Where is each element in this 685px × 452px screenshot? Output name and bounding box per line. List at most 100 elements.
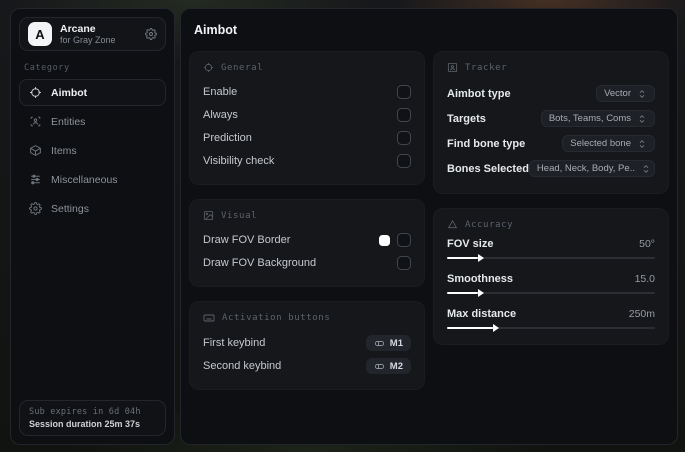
setting-row: Draw FOV Border: [203, 229, 411, 251]
slider-group: Smoothness 15.0: [447, 273, 655, 297]
chevrons-up-down-icon: [637, 89, 647, 99]
setting-row: Second keybind M2: [203, 355, 411, 377]
general-card-header: General: [203, 62, 411, 73]
targets-dropdown[interactable]: Bots, Teams, Coms: [540, 110, 655, 127]
activation-card: Activation buttons First keybind M1 Seco…: [189, 301, 425, 390]
setting-label: Second keybind: [203, 360, 282, 372]
section-title: Visual: [221, 210, 258, 221]
brand-card: A Arcane for Gray Zone: [19, 17, 166, 51]
brand-subtitle: for Gray Zone: [60, 34, 116, 45]
accuracy-card: Accuracy FOV size 50°: [433, 208, 669, 345]
content-columns: General Enable Always Prediction: [189, 51, 669, 390]
dropdown-value: Selected bone: [570, 138, 631, 149]
setting-label: Draw FOV Background: [203, 257, 317, 269]
triangle-icon: [447, 219, 458, 230]
slider-value: 250m: [628, 308, 655, 320]
first-keybind-button[interactable]: M1: [365, 335, 411, 351]
fov-size-slider[interactable]: [447, 254, 655, 262]
second-keybind-button[interactable]: M2: [365, 358, 411, 374]
sidebar: A Arcane for Gray Zone Category Aimbot: [10, 8, 175, 445]
visual-card: Visual Draw FOV Border Draw FOV Backgrou…: [189, 199, 425, 287]
setting-label: Always: [203, 109, 238, 121]
slider-fill: [447, 289, 485, 297]
slider-track: [447, 257, 655, 259]
sliders-icon: [29, 173, 42, 186]
general-card: General Enable Always Prediction: [189, 51, 425, 185]
brand-text: Arcane for Gray Zone: [60, 23, 137, 45]
setting-label: Visibility check: [203, 155, 275, 167]
section-title: Activation buttons: [222, 313, 331, 323]
setting-label: Find bone type: [447, 137, 526, 150]
sidebar-item-miscellaneous[interactable]: Miscellaneous: [19, 166, 166, 193]
find-bone-type-dropdown[interactable]: Selected bone: [562, 135, 655, 152]
mouse-icon: [374, 361, 385, 372]
slider-group: Max distance 250m: [447, 308, 655, 332]
slider-header: Max distance 250m: [447, 308, 655, 320]
fov-border-color-swatch[interactable]: [379, 234, 390, 246]
dropdown-value: Head, Neck, Body, Pe..: [536, 163, 635, 174]
crosshair-icon: [29, 86, 42, 99]
chevrons-up-down-icon: [637, 139, 647, 149]
sidebar-item-items[interactable]: Items: [19, 137, 166, 164]
setting-row: First keybind M1: [203, 332, 411, 354]
right-column: Tracker Aimbot type Vector Targets: [433, 51, 669, 345]
setting-row: Visibility check: [203, 150, 411, 172]
setting-label: Prediction: [203, 132, 252, 144]
slider-fill: [447, 254, 485, 262]
sidebar-item-label: Settings: [51, 202, 89, 215]
session-duration-text: Session duration 25m 37s: [29, 419, 141, 429]
bones-selected-dropdown[interactable]: Head, Neck, Body, Pe..: [528, 160, 655, 177]
setting-label: Bones Selected: [447, 162, 529, 175]
subscription-info: Sub expires in 6d 04h Session duration 2…: [19, 400, 166, 436]
main-panel: Aimbot General Enable Alw: [180, 8, 678, 445]
max-distance-slider[interactable]: [447, 324, 655, 332]
section-title: Accuracy: [465, 219, 514, 230]
setting-row: Targets Bots, Teams, Coms: [447, 106, 655, 131]
brand-name: Arcane: [60, 22, 96, 35]
sub-expires-text: Sub expires in 6d 04h: [29, 407, 141, 417]
gear-icon: [29, 202, 42, 215]
prediction-checkbox[interactable]: [397, 131, 411, 145]
draw-fov-border-checkbox[interactable]: [397, 233, 411, 247]
setting-row: Draw FOV Background: [203, 252, 411, 274]
setting-label: Max distance: [447, 308, 517, 320]
draw-fov-background-checkbox[interactable]: [397, 256, 411, 270]
sidebar-nav: Aimbot Entities Items Miscellaneous: [19, 79, 166, 222]
page-title: Aimbot: [194, 23, 238, 37]
activation-card-header: Activation buttons: [203, 312, 411, 324]
accuracy-card-header: Accuracy: [447, 219, 655, 230]
slider-header: Smoothness 15.0: [447, 273, 655, 285]
keybind-value: M2: [389, 360, 403, 372]
chevrons-up-down-icon: [641, 164, 651, 174]
section-title: Tracker: [465, 62, 508, 73]
enable-checkbox[interactable]: [397, 85, 411, 99]
setting-row: Bones Selected Head, Neck, Body, Pe..: [447, 156, 655, 181]
gear-icon[interactable]: [145, 28, 157, 40]
sidebar-item-entities[interactable]: Entities: [19, 108, 166, 135]
setting-row: Enable: [203, 81, 411, 103]
keybind-value: M1: [389, 337, 403, 349]
aimbot-type-dropdown[interactable]: Vector: [596, 85, 655, 102]
user-square-icon: [447, 62, 458, 73]
package-icon: [29, 144, 42, 157]
visibility-check-checkbox[interactable]: [397, 154, 411, 168]
mouse-icon: [374, 338, 385, 349]
always-checkbox[interactable]: [397, 108, 411, 122]
setting-row: Find bone type Selected bone: [447, 131, 655, 156]
slider-fill: [447, 324, 499, 332]
crosshair-icon: [203, 62, 214, 73]
sidebar-item-settings[interactable]: Settings: [19, 195, 166, 222]
setting-label: Draw FOV Border: [203, 234, 291, 246]
slider-track: [447, 327, 655, 329]
setting-label: FOV size: [447, 238, 494, 250]
row-controls: [379, 233, 411, 247]
slider-header: FOV size 50°: [447, 238, 655, 250]
setting-row: Aimbot type Vector: [447, 81, 655, 106]
setting-row: Always: [203, 104, 411, 126]
scan-person-icon: [29, 115, 42, 128]
brand-logo: A: [28, 22, 52, 46]
sidebar-item-aimbot[interactable]: Aimbot: [19, 79, 166, 106]
sidebar-item-label: Miscellaneous: [51, 173, 118, 186]
smoothness-slider[interactable]: [447, 289, 655, 297]
